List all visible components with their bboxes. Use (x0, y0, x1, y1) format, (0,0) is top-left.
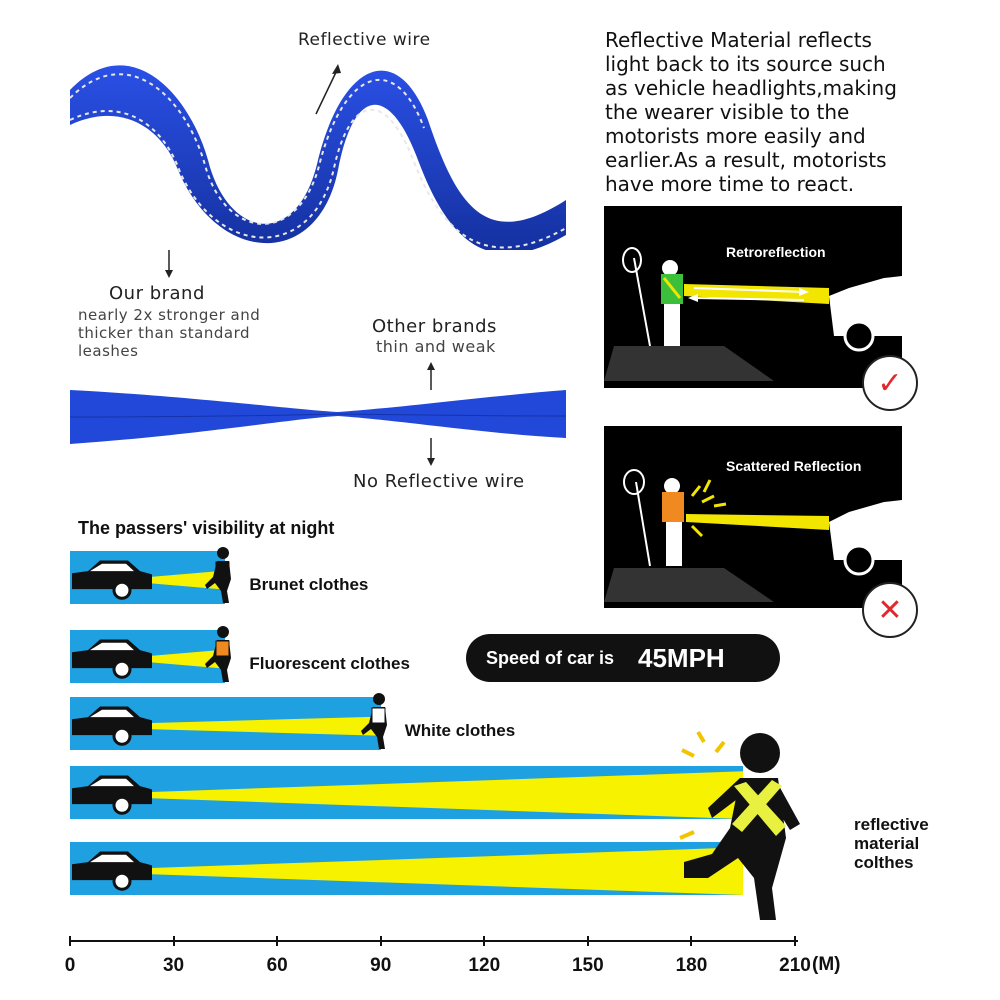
axis-tick-label: 0 (64, 955, 76, 976)
axis-tick-label: 210 (779, 955, 811, 976)
no-reflective-wire-label: No Reflective wire (353, 471, 525, 492)
axis-tick (172, 936, 175, 946)
reflective-label-line: reflective (854, 815, 929, 834)
axis-tick-label: 90 (370, 955, 392, 976)
our-brand-desc-line2: thicker than standard (78, 324, 251, 342)
our-brand-desc-line3: leashes (78, 342, 139, 360)
axis-tick (69, 936, 71, 946)
arrow-up-right-icon (315, 64, 341, 115)
retroreflection-panel: Retroreflection (604, 206, 902, 388)
axis-unit: (M) (812, 954, 841, 975)
reflective-label-line: colthes (854, 853, 914, 872)
scattered-reflection-panel: Scattered Reflection (604, 426, 902, 608)
arrow-down-icon (427, 438, 435, 466)
axis-tick (379, 936, 382, 946)
axis-tick-label: 150 (571, 955, 604, 976)
reflective-clothes-label: reflective material colthes (854, 815, 929, 872)
retroreflection-title: Retroreflection (726, 244, 826, 260)
explanation-line: earlier.As a result, motorists (605, 148, 887, 172)
explanation-text: Reflective Material reflects light back … (605, 28, 897, 196)
clothes-label: Brunet clothes (249, 575, 369, 594)
explanation-line: have more time to react. (605, 172, 855, 196)
car-icon (72, 639, 152, 669)
explanation-line: motorists more easily and (605, 124, 866, 148)
explanation-line: as vehicle headlights,making (605, 76, 897, 100)
scattered-reflection-title: Scattered Reflection (726, 458, 862, 474)
runner-icon (205, 626, 232, 682)
reflective-clothes-runner-image (679, 730, 800, 920)
scattered-reflection-illustration (604, 469, 902, 602)
axis-tick (483, 936, 486, 946)
axis-tick (276, 936, 279, 946)
our-brand-title: Our brand (109, 283, 205, 304)
axis-tick-label: 60 (266, 955, 288, 976)
check-icon: ✓ (862, 355, 918, 411)
distance-axis (70, 940, 798, 942)
other-brands-desc: thin and weak (376, 337, 496, 356)
reflective-wire-label: Reflective wire (298, 30, 431, 50)
runner-icon (360, 693, 387, 749)
cross-icon: ✕ (862, 582, 918, 638)
explanation-line: Reflective Material reflects (605, 28, 872, 52)
reflective-label-line: material (854, 834, 920, 853)
arrow-down-icon (165, 250, 173, 278)
axis-tick (586, 936, 589, 946)
arrow-up-icon (427, 362, 435, 390)
clothes-label: White clothes (404, 721, 516, 740)
explanation-line: light back to its source such (605, 52, 886, 76)
visibility-title: The passers' visibility at night (78, 518, 335, 538)
car-icon (72, 706, 152, 736)
car-icon (72, 851, 152, 881)
our-brand-desc-line1: nearly 2x stronger and (78, 306, 261, 324)
axis-tick (794, 936, 796, 946)
axis-tick (690, 936, 693, 946)
leash-other-brands-image (69, 390, 567, 444)
speed-value: 45MPH (638, 643, 725, 673)
retroreflection-illustration (604, 247, 902, 381)
car-icon (72, 560, 152, 590)
clothes-label: Fluorescent clothes (249, 654, 410, 673)
headlight-beam (72, 706, 381, 746)
axis-tick-label: 120 (468, 955, 501, 976)
other-brands-title: Other brands (372, 316, 497, 337)
explanation-line: the wearer visible to the (605, 100, 850, 124)
axis-tick-label: 180 (675, 955, 708, 976)
speed-pill: Speed of car is 45MPH (466, 634, 780, 682)
axis-tick-label: 30 (162, 955, 185, 976)
headlight-beam (72, 847, 744, 895)
runner-icon (205, 547, 232, 603)
headlight-beam (72, 771, 744, 819)
speed-label: Speed of car is (486, 648, 615, 668)
leash-our-brand-image (69, 65, 567, 250)
car-icon (72, 775, 152, 805)
